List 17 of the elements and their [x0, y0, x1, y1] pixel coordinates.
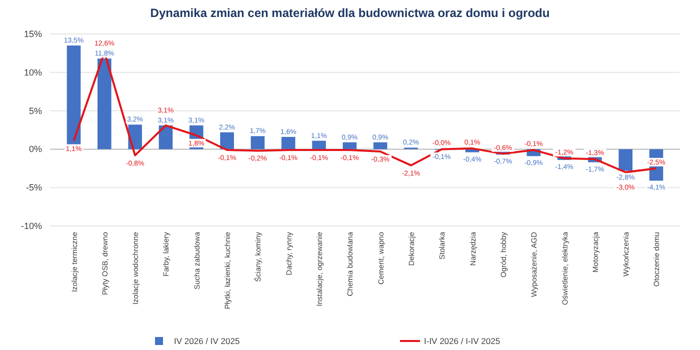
bar: [342, 142, 357, 150]
y-tick-label: -10%: [20, 221, 42, 231]
bar: [618, 149, 632, 171]
bar: [312, 140, 326, 150]
y-tick-label: 0%: [28, 144, 42, 154]
y-tick-label: 15%: [24, 29, 42, 39]
bar: [281, 136, 296, 150]
bar: [98, 58, 112, 150]
chart-title: Dynamika zmian cen materiałów dla budownictwa oraz domu i ogrodu: [150, 6, 550, 20]
bar: [250, 136, 265, 150]
y-tick-label: 5%: [28, 106, 42, 116]
bar: [373, 142, 388, 150]
y-tick-label: 10%: [24, 67, 42, 78]
legend-label: I-IV 2026 / I-IV 2025: [424, 336, 500, 346]
y-tick-label: -5%: [26, 182, 42, 193]
legend-label: IV 2026 / IV 2025: [174, 336, 240, 346]
bar: [220, 132, 234, 150]
